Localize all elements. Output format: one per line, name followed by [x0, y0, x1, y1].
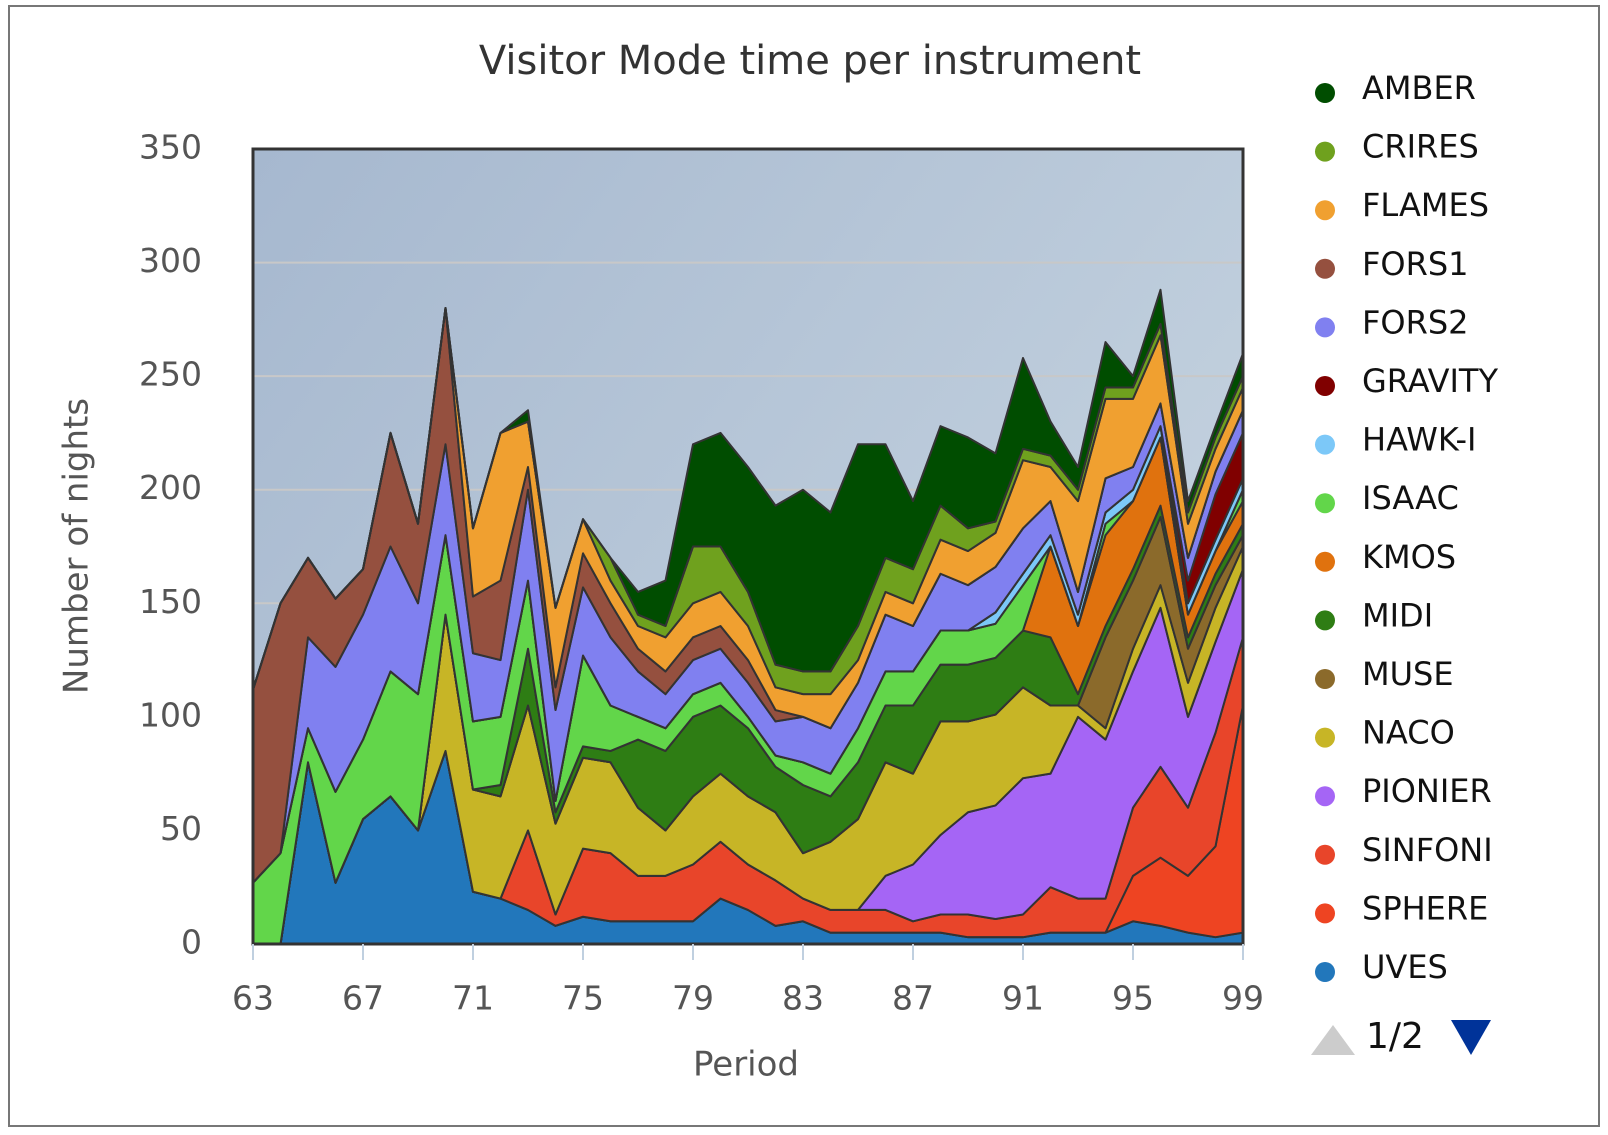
x-tick-label: 75 — [562, 979, 604, 1018]
legend-label: ISAAC — [1362, 479, 1459, 517]
legend-label: MIDI — [1362, 596, 1433, 634]
x-tick-label: 67 — [342, 979, 384, 1018]
y-tick-label: 50 — [160, 809, 202, 848]
legend-label: CRIRES — [1362, 128, 1479, 166]
legend-marker — [1315, 669, 1335, 689]
legend-next[interactable] — [1451, 1020, 1491, 1055]
y-tick-label: 150 — [139, 582, 202, 621]
legend-marker — [1315, 786, 1335, 807]
legend-label: FORS1 — [1362, 245, 1469, 283]
legend-marker — [1315, 962, 1335, 982]
legend-marker — [1315, 200, 1335, 221]
legend-marker — [1315, 844, 1335, 865]
legend-label: SINFONI — [1362, 831, 1493, 869]
legend-label: PIONIER — [1362, 772, 1492, 810]
legend-label: KMOS — [1362, 538, 1456, 576]
legend-label: MUSE — [1362, 655, 1454, 693]
legend-prev[interactable] — [1311, 1025, 1355, 1055]
y-tick-label: 300 — [139, 241, 202, 280]
x-tick-label: 63 — [232, 979, 274, 1018]
x-tick-label: 91 — [1002, 979, 1044, 1018]
y-axis-title: Number of nights — [57, 398, 97, 694]
legend-marker — [1315, 727, 1335, 748]
legend-label: FLAMES — [1362, 186, 1489, 224]
legend-marker — [1315, 493, 1335, 514]
y-tick-label: 0 — [181, 923, 202, 962]
legend-marker — [1315, 551, 1335, 572]
legend-marker — [1315, 434, 1335, 455]
y-tick-label: 350 — [139, 128, 202, 167]
x-tick-label: 95 — [1112, 979, 1154, 1018]
y-tick-label: 200 — [139, 468, 202, 507]
legend-marker — [1315, 258, 1335, 279]
x-axis-title: Period — [693, 1045, 799, 1085]
x-tick-label: 83 — [782, 979, 824, 1018]
x-tick-label: 87 — [892, 979, 934, 1018]
x-tick-label: 99 — [1222, 979, 1264, 1018]
legend-page: 1/2 — [1366, 1016, 1424, 1057]
legend-label: AMBER — [1362, 69, 1476, 107]
x-tick-label: 79 — [672, 979, 714, 1018]
legend-label: NACO — [1362, 714, 1455, 752]
legend-label: UVES — [1362, 948, 1448, 986]
legend-marker — [1315, 317, 1335, 338]
legend-marker — [1315, 141, 1335, 162]
legend-label: GRAVITY — [1362, 362, 1498, 400]
x-tick-label: 71 — [452, 979, 494, 1018]
y-tick-label: 100 — [139, 695, 202, 734]
legend-marker — [1315, 903, 1335, 924]
y-tick-label: 250 — [139, 355, 202, 394]
chart-title: Visitor Mode time per instrument — [479, 38, 1141, 84]
legend-marker — [1315, 83, 1335, 103]
legend-label: SPHERE — [1362, 889, 1488, 927]
legend-marker — [1315, 376, 1335, 396]
legend-label: FORS2 — [1362, 303, 1469, 341]
legend-marker — [1315, 610, 1335, 631]
plot-border — [251, 147, 1245, 946]
legend-label: HAWK-I — [1362, 421, 1476, 459]
